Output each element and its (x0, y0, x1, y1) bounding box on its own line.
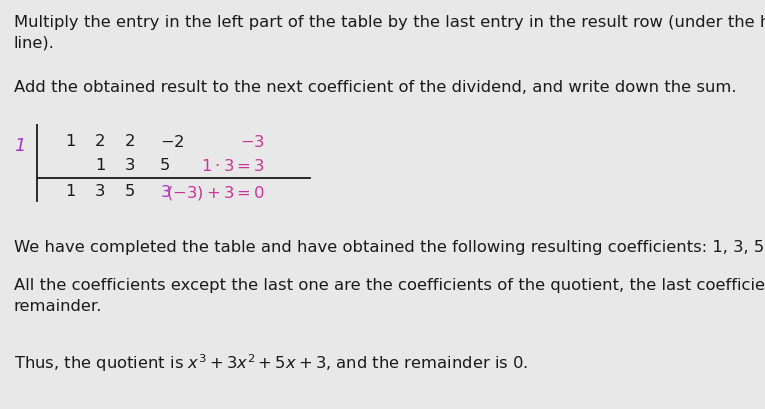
Text: 1: 1 (95, 157, 106, 173)
Text: $1 \cdot 3 = 3$: $1 \cdot 3 = 3$ (201, 157, 265, 173)
Text: 1: 1 (65, 134, 76, 148)
Text: $-3$: $-3$ (240, 134, 265, 150)
Text: Multiply the entry in the left part of the table by the last entry in the result: Multiply the entry in the left part of t… (14, 15, 765, 51)
Text: Add the obtained result to the next coefficient of the dividend, and write down : Add the obtained result to the next coef… (14, 80, 737, 95)
Text: $(-3) + 3 = 0$: $(-3) + 3 = 0$ (166, 184, 265, 202)
Text: 2: 2 (95, 134, 106, 148)
Text: 5: 5 (125, 184, 135, 198)
Text: 3: 3 (95, 184, 106, 198)
Text: 1: 1 (14, 137, 25, 155)
Text: 5: 5 (160, 157, 171, 173)
Text: Thus, the quotient is $x^3 + 3x^2 + 5x + 3$, and the remainder is 0.: Thus, the quotient is $x^3 + 3x^2 + 5x +… (14, 351, 528, 373)
Text: 3: 3 (125, 157, 135, 173)
Text: 2: 2 (125, 134, 135, 148)
Text: $3$: $3$ (160, 184, 171, 200)
Text: All the coefficients except the last one are the coefficients of the quotient, t: All the coefficients except the last one… (14, 277, 765, 313)
Text: $-2$: $-2$ (160, 134, 184, 150)
Text: We have completed the table and have obtained the following resulting coefficien: We have completed the table and have obt… (14, 239, 765, 254)
Text: 1: 1 (65, 184, 76, 198)
